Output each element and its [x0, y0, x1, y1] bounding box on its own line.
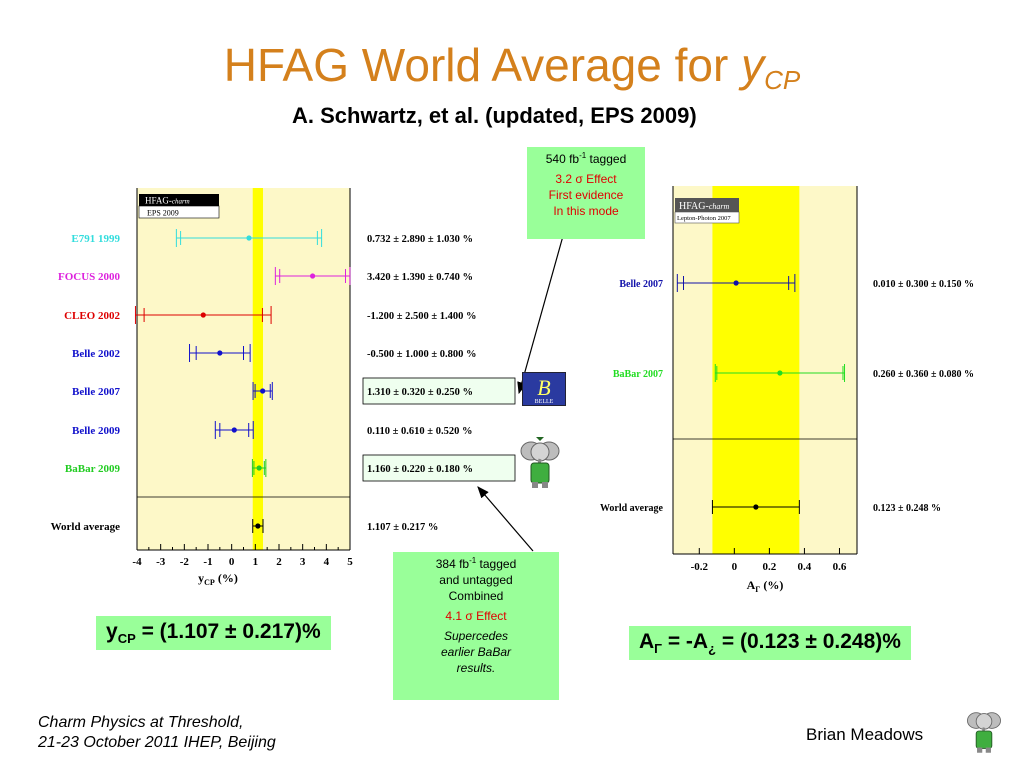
measurement-name: BaBar 2007	[613, 369, 663, 380]
hfag-badge	[139, 194, 219, 206]
svg-text:B: B	[537, 375, 550, 400]
footer-line-2: 21-23 October 2011 IHEP, Beijing	[38, 734, 276, 751]
measurement-name: Belle 2007	[72, 386, 120, 398]
footer-line-1: Charm Physics at Threshold,	[38, 714, 244, 731]
title-text: HFAG World Average for	[223, 39, 742, 91]
measurement-value: 1.310 ± 0.320 ± 0.250 %	[367, 387, 473, 398]
measurement-point	[260, 388, 266, 394]
belle-significance: 3.2 σ Effect	[555, 172, 617, 186]
measurement-value: 3.420 ± 1.390 ± 0.740 %	[367, 272, 473, 283]
x-tick-label: 2	[276, 556, 282, 568]
measurement-name: Belle 2002	[72, 348, 120, 360]
belle-logo: B BELLE	[522, 372, 566, 406]
conference-badge-text: EPS 2009	[147, 209, 179, 218]
hfag-badge-text: HFAG-charm	[679, 201, 729, 212]
x-tick-label: -2	[180, 556, 190, 568]
title-subscript: CP	[764, 65, 801, 95]
slide-subtitle: A. Schwartz, et al. (updated, EPS 2009)	[292, 103, 697, 128]
x-tick-label: 0.6	[833, 561, 847, 573]
average-band	[252, 188, 264, 550]
average-name: World average	[600, 503, 664, 514]
value-highlight-box	[362, 377, 516, 405]
belle-lumi: 540 fb-1 tagged	[545, 151, 627, 167]
babar-untagged: and untagged	[439, 573, 513, 587]
babar-significance: 4.1 σ Effect	[445, 609, 507, 623]
value-highlight-box	[362, 454, 516, 482]
arrow-top	[517, 235, 564, 395]
belle-evidence: First evidence	[548, 188, 624, 202]
author-elephant-icon	[967, 712, 1001, 753]
measurement-point	[200, 312, 206, 318]
x-tick-label: 4	[324, 556, 330, 568]
slide-title: HFAG World Average for yCP	[0, 38, 1024, 96]
agamma-chart: HFAG-charm Lepton-Photon 2007 -0.2 0 0.2 0.4 0…	[585, 186, 1000, 596]
x-tick-label: 0	[229, 556, 235, 568]
measurement-value: 1.160 ± 0.220 ± 0.180 %	[367, 464, 473, 475]
plot-panel	[137, 188, 350, 550]
x-tick-label: 0	[732, 561, 738, 573]
measurement-point	[217, 350, 223, 356]
measurement-value: 0.010 ± 0.300 ± 0.150 %	[873, 279, 974, 290]
average-band	[712, 186, 800, 554]
conference-badge-text: Lepton-Photon 2007	[677, 215, 731, 222]
average-value: 1.107 ± 0.217 %	[367, 522, 438, 533]
average-point	[255, 523, 261, 529]
x-tick-label: -1	[203, 556, 212, 568]
measurement-point	[256, 465, 262, 471]
measurement-point	[310, 273, 316, 279]
footer-conference: Charm Physics at Threshold, 21-23 Octobe…	[38, 713, 276, 753]
measurement-value: 0.732 ± 2.890 ± 1.030 %	[367, 234, 473, 245]
belle-mode: In this mode	[553, 204, 619, 218]
average-value: 0.123 ± 0.248 %	[873, 503, 941, 514]
average-point	[753, 504, 759, 510]
ycp-chart: HFAG-charm EPS 2009 -4 -3 -2 -1 0 1 2 3 4 5 yCP (%) E…	[20, 188, 516, 588]
ycp-formula: yCP = (1.107 ± 0.217)%	[96, 616, 331, 651]
measurement-point	[733, 280, 739, 286]
belle-logo-text: BELLE	[535, 399, 554, 405]
x-axis-label: AΓ (%)	[747, 578, 784, 594]
measurement-name: FOCUS 2000	[58, 271, 121, 283]
measurement-name: E791 1999	[71, 233, 120, 245]
belle-annotation-box: 540 fb-1 tagged 3.2 σ Effect First evide…	[527, 147, 645, 239]
footer-author: Brian Meadows	[806, 725, 924, 744]
x-tick-label: 0.2	[763, 561, 777, 573]
measurement-point	[246, 235, 252, 241]
title-variable: y	[741, 39, 765, 91]
babar-combined: Combined	[448, 589, 504, 603]
babar-supercedes: Supercedes	[443, 629, 509, 643]
x-tick-label: 1	[253, 556, 258, 568]
conference-badge	[674, 211, 740, 224]
babar-earlier: earlier BaBar	[440, 645, 512, 659]
measurement-value: -0.500 ± 1.000 ± 0.800 %	[367, 349, 477, 360]
belle-logo-icon: B BELLE	[523, 373, 565, 405]
babar-results: results.	[456, 661, 496, 675]
measurement-name: Belle 2007	[619, 279, 663, 290]
x-tick-label: -3	[156, 556, 166, 568]
conference-badge	[138, 205, 220, 219]
measurement-name: Belle 2009	[72, 425, 120, 437]
agamma-formula: AΓ = -A¿ = (0.123 ± 0.248)%	[629, 626, 911, 661]
average-name: World average	[51, 521, 120, 533]
x-tick-label: -0.2	[691, 561, 709, 573]
x-axis-label: yCP (%)	[198, 571, 238, 587]
measurement-point	[231, 427, 237, 433]
measurement-name: CLEO 2002	[64, 310, 120, 322]
babar-lumi: 384 fb-1 tagged	[435, 556, 517, 572]
hfag-badge-text: HFAG-charm	[145, 196, 190, 206]
hfag-badge	[675, 198, 739, 212]
measurement-name: BaBar 2009	[65, 463, 121, 475]
babar-elephant-icon	[520, 437, 560, 488]
measurement-value: 0.260 ± 0.360 ± 0.080 %	[873, 369, 974, 380]
x-tick-label: 0.4	[798, 561, 812, 573]
babar-annotation-box: 384 fb-1 tagged and untagged Combined 4.…	[393, 552, 559, 700]
x-tick-label: 3	[300, 556, 306, 568]
measurement-value: 0.110 ± 0.610 ± 0.520 %	[367, 426, 472, 437]
measurement-value: -1.200 ± 2.500 ± 1.400 %	[367, 311, 477, 322]
x-tick-label: -4	[132, 556, 142, 568]
measurement-point	[777, 370, 783, 376]
x-tick-label: 5	[347, 556, 353, 568]
